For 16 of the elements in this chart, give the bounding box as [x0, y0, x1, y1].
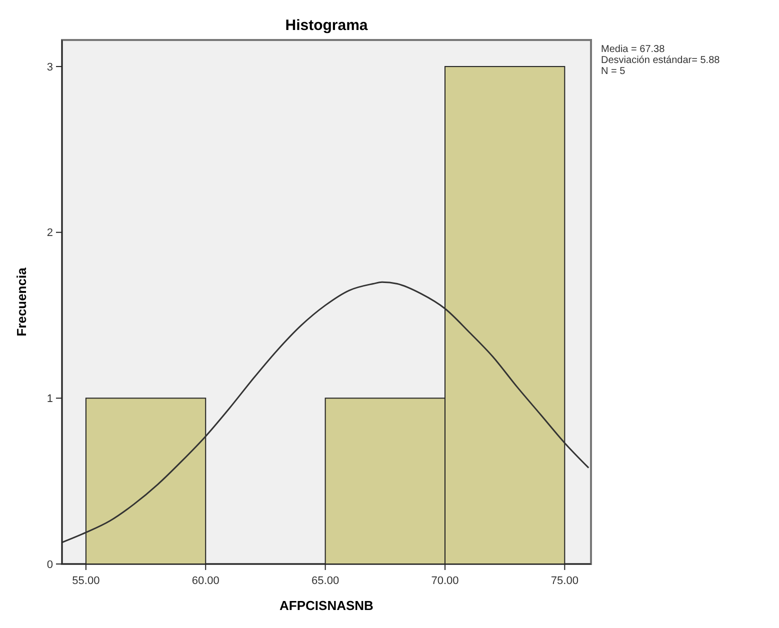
y-tick-label: 3 [46, 61, 53, 74]
text: Media = 67.38 [601, 44, 666, 55]
chart-title: Histograma [285, 17, 368, 34]
x-tick-label: 65.00 [312, 575, 340, 587]
line-series [62, 281, 590, 544]
y-tick-label: 0 [46, 558, 53, 571]
y-tick-label: 1 [46, 393, 53, 406]
x-tick-label: 75.00 [550, 575, 578, 587]
y-tick-label: 2 [46, 227, 53, 240]
x-tick-label: 60.00 [192, 575, 220, 587]
y-axis-title: Frecuencia [14, 266, 29, 336]
x-tick-label: 70.00 [431, 575, 459, 587]
x-tick-label: 55.00 [72, 575, 100, 587]
text: Desviación estándar= 5.88 [601, 55, 720, 66]
x-axis-title: AFPCISNASNB [280, 598, 374, 613]
text: N = 5 [601, 66, 626, 77]
